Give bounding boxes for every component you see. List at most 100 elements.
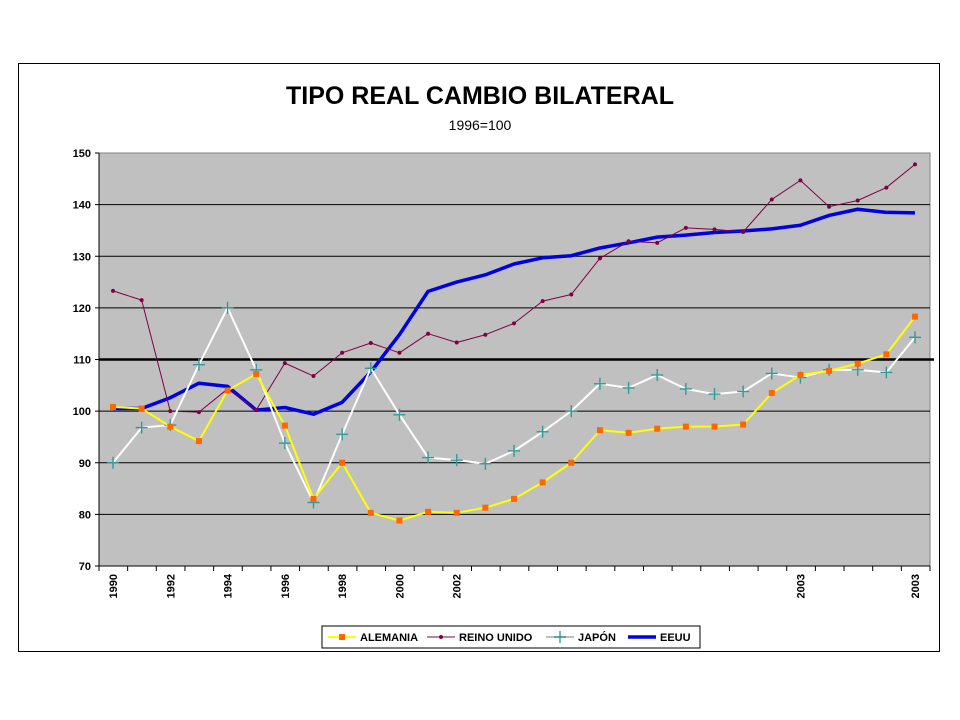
series-alemania-point <box>740 421 747 428</box>
series-eeuu <box>113 207 916 416</box>
series-reino-unido-point <box>884 185 889 190</box>
series-reino-unido-point <box>426 331 431 336</box>
series-reino-unido-point <box>282 361 287 366</box>
series-alemania-point <box>425 508 432 515</box>
series-alemania-point <box>826 367 833 374</box>
legend-jap-n-point <box>554 631 566 643</box>
legend-eeuu-label: EEUU <box>660 632 691 644</box>
series-alemania-point <box>281 422 288 429</box>
series-layer <box>107 162 921 524</box>
series-alemania-point <box>797 371 804 378</box>
legend-box <box>321 625 701 649</box>
y-tick-label: 130 <box>73 251 91 263</box>
series-jap-n-point <box>135 421 148 434</box>
y-tick-label: 100 <box>73 406 91 418</box>
x-tick-label: 2002 <box>452 574 464 598</box>
chart-title: TIPO REAL CAMBIO BILATERAL <box>286 82 674 110</box>
legend: ALEMANIA REINO UNIDO JAPÓN EEUU <box>321 625 701 649</box>
y-tick-label: 70 <box>79 561 91 573</box>
series-jap-n-point <box>192 358 205 371</box>
series-jap-n-point <box>221 301 234 314</box>
series-reino-unido-point <box>111 288 115 293</box>
series-alemania-point <box>367 509 374 516</box>
series-reino-unido-point <box>196 410 201 415</box>
series-jap-n-point <box>880 366 893 379</box>
chart-subtitle: 1996=100 <box>448 117 512 133</box>
series-eeuu-line <box>113 207 916 416</box>
series-jap-n-point <box>565 405 578 418</box>
legend-eeuu: EEUU <box>628 632 691 644</box>
series-alemania-point <box>654 425 661 432</box>
series-jap-n-point <box>593 377 606 390</box>
series-reino-unido-point <box>913 162 917 167</box>
series-jap-n-point <box>479 457 492 470</box>
series-reino-unido-point <box>311 374 316 379</box>
series-jap-n-point <box>508 444 520 457</box>
series-alemania-point <box>110 403 116 410</box>
series-reino-unido-point <box>827 204 832 209</box>
series-jap-n-point <box>422 451 435 464</box>
series-jap-n-point <box>909 331 921 344</box>
series-reino-unido-point <box>683 225 688 230</box>
series-alemania-point <box>339 459 346 466</box>
series-reino-unido-point <box>597 256 602 261</box>
series-jap-n-point <box>765 367 778 380</box>
legend-alemania-point <box>339 634 345 640</box>
series-alemania-point <box>682 423 689 430</box>
series-reino-unido-point <box>741 229 746 234</box>
series-reino-unido-point <box>340 350 345 355</box>
x-tick-label: 2000 <box>394 574 406 598</box>
series-alemania-point <box>768 390 775 397</box>
x-tick-label: 1996 <box>280 574 292 598</box>
series-alemania-point <box>224 387 231 394</box>
series-jap-n-point <box>679 382 692 395</box>
series-alemania-point <box>195 438 202 445</box>
series-alemania-point <box>883 351 890 358</box>
legend-reino-unido: REINO UNIDO <box>427 632 533 644</box>
series-jap-n-point <box>708 388 721 401</box>
series-alemania-point <box>511 495 517 502</box>
y-tick-label: 140 <box>73 200 91 212</box>
series-jap-n-point <box>651 368 664 381</box>
series-reino-unido-point <box>483 332 488 337</box>
series-reino-unido-point <box>540 299 545 304</box>
series-alemania-point <box>453 509 460 516</box>
series-alemania-point <box>596 427 603 434</box>
series-reino-unido-point <box>168 409 173 414</box>
x-tick-label: 1994 <box>223 573 235 598</box>
series-reino-unido-point <box>655 240 660 245</box>
series-reino-unido <box>111 162 917 415</box>
y-tick-label: 120 <box>73 303 91 315</box>
series-alemania-point <box>912 313 918 320</box>
legend-reino-unido-label: REINO UNIDO <box>459 632 533 644</box>
series-reino-unido-point <box>569 292 574 297</box>
series-reino-unido-point <box>454 340 459 345</box>
series-alemania-point <box>482 504 489 511</box>
legend-jap-n-label: JAPÓN <box>578 631 616 644</box>
series-alemania <box>110 313 918 524</box>
series-alemania-point <box>253 370 260 377</box>
series-jap-n-point <box>737 385 750 398</box>
series-reino-unido-point <box>626 239 631 244</box>
series-alemania-point <box>310 495 317 502</box>
x-tick-label: 2003 <box>910 574 922 598</box>
x-tick-label: 1998 <box>337 574 349 598</box>
series-alemania-point <box>568 459 575 466</box>
series-reino-unido-point <box>139 298 144 303</box>
legend-alemania: ALEMANIA <box>328 632 418 644</box>
series-reino-unido-point <box>368 340 373 345</box>
series-reino-unido-point <box>512 321 516 326</box>
series-alemania-point <box>138 405 145 412</box>
y-axis: 70 80 90 100 110 120 130 140 150 <box>73 148 100 573</box>
series-reino-unido-point <box>712 227 717 232</box>
x-tick-label: 2003 <box>795 574 807 598</box>
x-tick-label: 1992 <box>165 574 177 598</box>
series-reino-unido-point <box>397 350 402 355</box>
grid-lines <box>99 204 934 515</box>
series-alemania-point <box>539 479 546 486</box>
series-jap-n-point <box>278 437 291 450</box>
series-reino-unido-point <box>855 198 860 203</box>
series-reino-unido-point <box>254 408 259 413</box>
series-alemania-point <box>854 360 861 367</box>
series-alemania-point <box>711 423 718 430</box>
